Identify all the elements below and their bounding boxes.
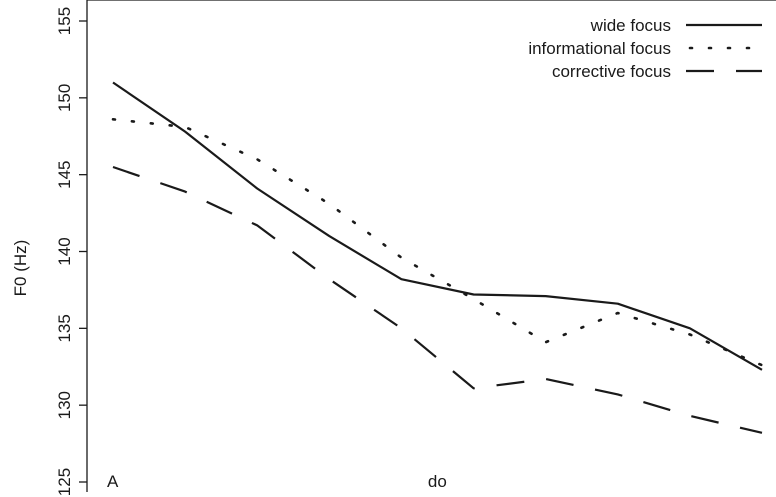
- y-tick-label-135: 135: [55, 314, 74, 342]
- legend: wide focus informational focus corrective …: [528, 16, 764, 81]
- legend-label-informational-focus: informational focus: [528, 39, 671, 58]
- series-lines: [111, 81, 764, 434]
- y-tick-label-130: 130: [55, 391, 74, 419]
- y-tick-label-150: 150: [55, 84, 74, 112]
- series-line-informational-focus: [111, 118, 764, 367]
- segment-label-A: A: [107, 472, 119, 491]
- y-tick-label-125: 125: [55, 468, 74, 496]
- legend-label-wide-focus: wide focus: [590, 16, 671, 35]
- segment-label-do: do: [428, 472, 447, 491]
- y-tick-label-140: 140: [55, 237, 74, 265]
- series-line-corrective-focus: [112, 165, 763, 434]
- y-tick-label-145: 145: [55, 160, 74, 188]
- series-line-wide-focus: [112, 81, 763, 371]
- y-axis-label: F0 (Hz): [11, 240, 30, 297]
- axes: 125 130 135 140 145 150 155: [55, 0, 776, 496]
- legend-label-corrective-focus: corrective focus: [552, 62, 671, 81]
- y-tick-label-155: 155: [55, 7, 74, 35]
